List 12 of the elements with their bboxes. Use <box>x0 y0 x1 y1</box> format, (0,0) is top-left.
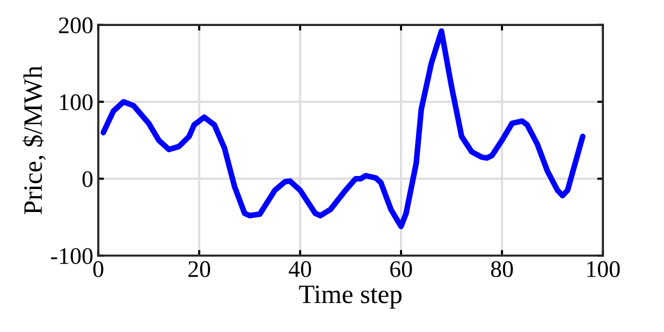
x-axis-title: Time step <box>299 286 402 309</box>
y-tick-label: -100 <box>51 248 93 264</box>
x-tick-label: 80 <box>491 261 513 278</box>
x-tick-label: 60 <box>390 261 412 278</box>
y-tick-label: 100 <box>60 94 93 110</box>
x-tick-label: 0 <box>93 261 104 278</box>
x-tick-label: 40 <box>288 261 312 278</box>
y-axis-title: Price, $/MWh <box>22 66 46 214</box>
x-tick-label: 100 <box>587 261 620 278</box>
x-tick-label: 20 <box>188 261 210 278</box>
y-tick-label: 0 <box>82 171 93 188</box>
y-tick-label: 200 <box>59 17 93 34</box>
